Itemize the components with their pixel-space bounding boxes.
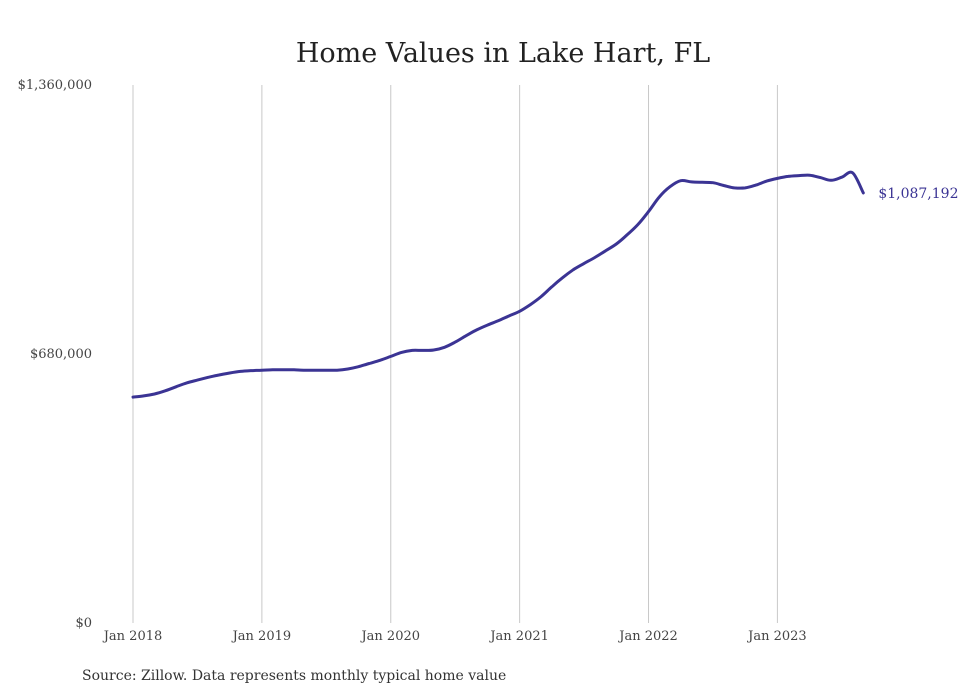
- series-end-label-0: $1,087,192: [878, 186, 958, 202]
- gridlines: [132, 85, 778, 623]
- y-axis-tick-labels: $0 $680,000 $1,360,000: [18, 78, 92, 631]
- x-tick-label-1: Jan 2019: [231, 629, 292, 644]
- x-tick-label-4: Jan 2022: [617, 629, 678, 644]
- x-tick-label-3: Jan 2021: [488, 629, 549, 644]
- x-tick-label-0: Jan 2018: [102, 629, 163, 644]
- series-line-0: [131, 170, 865, 399]
- x-tick-label-5: Jan 2023: [746, 629, 807, 644]
- x-axis-tick-labels: Jan 2018 Jan 2019 Jan 2020 Jan 2021 Jan 2022…: [102, 629, 807, 644]
- series-group: $1,087,192: [131, 170, 958, 399]
- x-tick-label-2: Jan 2020: [359, 629, 420, 644]
- y-tick-label-1: $680,000: [30, 347, 92, 362]
- chart-title: Home Values in Lake Hart, FL: [296, 38, 710, 69]
- source-note: Source: Zillow. Data represents monthly …: [82, 668, 507, 684]
- y-tick-label-2: $1,360,000: [18, 78, 92, 93]
- y-tick-label-0: $0: [75, 616, 92, 631]
